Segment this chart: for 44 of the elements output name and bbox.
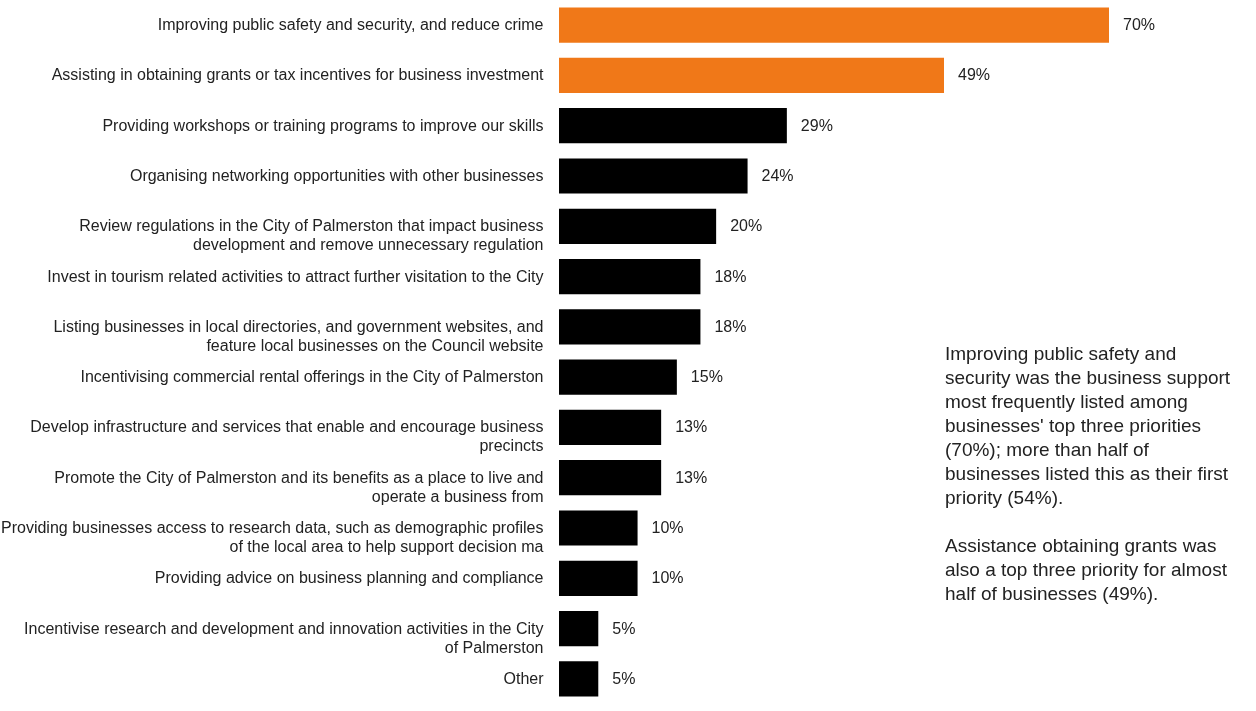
- data-label: 20%: [730, 217, 763, 235]
- y-tick-label: Providing businesses access to research data, such as demographic profiles of the local area to help support decision ma: [0, 519, 544, 555]
- data-label: 5%: [612, 669, 636, 687]
- bar: [559, 108, 787, 144]
- bar: [559, 309, 701, 345]
- y-tick-label: Organising networking opportunities with other businesses: [129, 167, 544, 184]
- annotation: Assistance obtaining grants was also a top three priority for almost half of businesses (49%).: [945, 534, 1228, 606]
- y-tick-label: Incentivising commercial rental offerings in the City of Palmerston: [80, 368, 544, 386]
- y-tick-label: Providing advice on business planning and compliance: [154, 569, 544, 587]
- y-tick-label: Assisting in obtaining grants or tax incentives for business investment: [51, 66, 545, 84]
- annotation: Improving public safety and security was the business support most frequently listed among businesses' top three priorities (70%); more than half of businesses listed this as their first priority (54%).: [945, 342, 1232, 510]
- y-tick-label: Other: [503, 669, 545, 687]
- bar: [559, 7, 1109, 43]
- y-tick-label: Incentivise research and development and innovation activities in the City of Palmerston: [24, 619, 544, 656]
- y-tick-label: Develop infrastructure and services that enable and encourage business precincts: [30, 418, 544, 455]
- bar: [559, 258, 701, 295]
- y-tick-label: Providing workshops or training programs to improve our skills: [102, 116, 544, 134]
- data-label: 24%: [761, 167, 794, 184]
- y-tick-label: Invest in tourism related activities to attract further visitation to the City: [47, 267, 544, 285]
- data-label: 49%: [958, 66, 991, 84]
- data-label: 70%: [1123, 16, 1156, 34]
- data-label: 13%: [675, 468, 708, 486]
- bar: [559, 661, 599, 697]
- bar: [559, 359, 677, 395]
- bar: [559, 560, 638, 596]
- data-label: 15%: [690, 368, 723, 386]
- bar: [559, 158, 748, 194]
- bar: [559, 208, 717, 244]
- data-label: 10%: [651, 569, 684, 587]
- bar: [559, 610, 599, 647]
- y-tick-label: Review regulations in the City of Palmerston that impact business development and remove unnecessary regulation: [79, 217, 544, 254]
- y-tick-label: Promote the City of Palmerston and its benefits as a place to live and operate a business from: [54, 468, 544, 505]
- data-label: 18%: [714, 317, 747, 335]
- bar: [559, 409, 662, 446]
- y-tick-label: Improving public safety and security, and reduce crime: [157, 16, 544, 34]
- data-label: 29%: [800, 116, 833, 134]
- data-label: 13%: [675, 418, 708, 436]
- bar: [559, 460, 662, 496]
- data-label: 10%: [651, 519, 684, 536]
- data-label: 5%: [612, 619, 636, 637]
- data-label: 18%: [714, 267, 747, 285]
- bar: [559, 57, 944, 94]
- y-tick-label: Listing businesses in local directories, and government websites, and feature local businesses on the Council website: [53, 317, 544, 354]
- bar: [559, 510, 638, 546]
